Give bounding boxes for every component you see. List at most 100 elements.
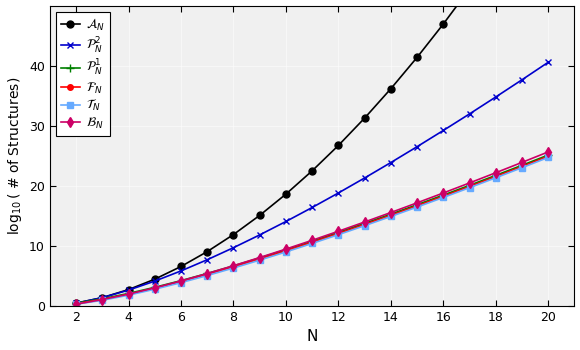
$\mathcal{A}_N$ xyxy=(72,301,79,305)
$\mathcal{P}^2_N$ xyxy=(387,160,394,164)
$\mathcal{A}_N$ xyxy=(177,264,184,268)
Line: $\mathcal{T}_N$: $\mathcal{T}_N$ xyxy=(73,155,551,307)
$\mathcal{P}^2_N$ xyxy=(440,128,447,133)
$\mathcal{T}_N$ xyxy=(466,186,473,190)
$\mathcal{F}_N$ xyxy=(204,272,211,276)
$\mathcal{T}_N$ xyxy=(99,298,106,302)
$\mathcal{T}_N$ xyxy=(256,258,263,262)
$\mathcal{P}^2_N$ xyxy=(492,95,499,99)
$\mathcal{B}_N$ xyxy=(282,247,289,251)
$\mathcal{B}_N$ xyxy=(309,238,316,243)
$\mathcal{T}_N$ xyxy=(282,250,289,254)
$\mathcal{B}_N$ xyxy=(72,302,79,306)
$\mathcal{F}_N$ xyxy=(361,223,368,227)
$\mathcal{F}_N$ xyxy=(99,298,106,302)
$\mathcal{A}_N$ xyxy=(125,287,132,292)
$\mathcal{P}^1_N$ xyxy=(99,297,106,301)
$\mathcal{B}_N$ xyxy=(545,150,552,154)
$\mathcal{F}_N$ xyxy=(309,240,316,244)
$\mathcal{A}_N$ xyxy=(99,295,106,300)
$\mathcal{B}_N$ xyxy=(387,210,394,215)
$\mathcal{B}_N$ xyxy=(177,279,184,283)
$\mathcal{P}^1_N$ xyxy=(282,247,289,252)
$\mathcal{F}_N$ xyxy=(282,249,289,253)
$\mathcal{P}^1_N$ xyxy=(335,230,342,235)
$\mathcal{B}_N$ xyxy=(204,271,211,275)
$\mathcal{B}_N$ xyxy=(99,298,106,302)
$\mathcal{P}^2_N$ xyxy=(466,112,473,116)
$\mathcal{B}_N$ xyxy=(466,181,473,185)
$\mathcal{B}_N$ xyxy=(230,264,237,268)
$\mathcal{P}^2_N$ xyxy=(72,301,79,305)
$\mathcal{F}_N$ xyxy=(387,213,394,217)
$\mathcal{P}^1_N$ xyxy=(387,212,394,216)
$\mathcal{P}^1_N$ xyxy=(177,279,184,283)
$\mathcal{T}_N$ xyxy=(151,287,158,291)
$\mathcal{P}^1_N$ xyxy=(230,264,237,268)
$\mathcal{F}_N$ xyxy=(519,164,525,169)
$\mathcal{P}^2_N$ xyxy=(151,279,158,283)
X-axis label: N: N xyxy=(306,329,318,344)
$\mathcal{T}_N$ xyxy=(545,155,552,160)
$\mathcal{T}_N$ xyxy=(72,302,79,306)
$\mathcal{T}_N$ xyxy=(230,266,237,270)
$\mathcal{B}_N$ xyxy=(125,292,132,296)
Legend: $\mathcal{A}_N$, $\mathcal{P}^2_N$, $\mathcal{P}^1_N$, $\mathcal{F}_N$, $\mathca: $\mathcal{A}_N$, $\mathcal{P}^2_N$, $\ma… xyxy=(56,12,110,136)
$\mathcal{P}^1_N$ xyxy=(309,239,316,243)
$\mathcal{P}^2_N$ xyxy=(335,191,342,195)
Line: $\mathcal{A}_N$: $\mathcal{A}_N$ xyxy=(72,0,552,307)
$\mathcal{P}^2_N$ xyxy=(256,233,263,237)
$\mathcal{P}^2_N$ xyxy=(361,176,368,180)
$\mathcal{B}_N$ xyxy=(361,220,368,224)
$\mathcal{T}_N$ xyxy=(335,233,342,237)
$\mathcal{P}^1_N$ xyxy=(361,221,368,225)
$\mathcal{F}_N$ xyxy=(545,154,552,158)
$\mathcal{A}_N$ xyxy=(230,232,237,237)
$\mathcal{A}_N$ xyxy=(151,277,158,281)
$\mathcal{F}_N$ xyxy=(177,280,184,284)
$\mathcal{A}_N$ xyxy=(440,22,447,26)
Line: $\mathcal{P}^1_N$: $\mathcal{P}^1_N$ xyxy=(72,151,552,307)
$\mathcal{T}_N$ xyxy=(387,215,394,219)
$\mathcal{F}_N$ xyxy=(440,194,447,198)
$\mathcal{P}^1_N$ xyxy=(519,163,525,167)
$\mathcal{B}_N$ xyxy=(519,160,525,164)
$\mathcal{A}_N$ xyxy=(309,169,316,173)
$\mathcal{F}_N$ xyxy=(151,286,158,290)
$\mathcal{A}_N$ xyxy=(387,87,394,91)
Y-axis label: $\log_{10}$( # of Structures): $\log_{10}$( # of Structures) xyxy=(6,77,24,235)
$\mathcal{P}^2_N$ xyxy=(282,219,289,224)
$\mathcal{A}_N$ xyxy=(256,213,263,217)
$\mathcal{P}^2_N$ xyxy=(309,205,316,210)
$\mathcal{T}_N$ xyxy=(440,195,447,199)
$\mathcal{F}_N$ xyxy=(230,265,237,269)
$\mathcal{P}^1_N$ xyxy=(545,153,552,157)
$\mathcal{B}_N$ xyxy=(256,256,263,260)
$\mathcal{P}^1_N$ xyxy=(151,285,158,289)
$\mathcal{B}_N$ xyxy=(335,229,342,233)
$\mathcal{P}^1_N$ xyxy=(492,173,499,177)
$\mathcal{P}^2_N$ xyxy=(519,78,525,82)
$\mathcal{P}^2_N$ xyxy=(99,295,106,300)
$\mathcal{P}^2_N$ xyxy=(230,246,237,250)
$\mathcal{T}_N$ xyxy=(414,205,420,209)
Line: $\mathcal{P}^2_N$: $\mathcal{P}^2_N$ xyxy=(72,59,552,307)
$\mathcal{P}^2_N$ xyxy=(204,258,211,262)
$\mathcal{P}^1_N$ xyxy=(72,301,79,305)
$\mathcal{P}^2_N$ xyxy=(545,60,552,64)
$\mathcal{F}_N$ xyxy=(72,302,79,306)
$\mathcal{P}^1_N$ xyxy=(256,256,263,260)
$\mathcal{P}^1_N$ xyxy=(414,203,420,207)
$\mathcal{B}_N$ xyxy=(151,286,158,290)
$\mathcal{F}_N$ xyxy=(125,292,132,296)
$\mathcal{P}^1_N$ xyxy=(440,193,447,197)
$\mathcal{B}_N$ xyxy=(414,201,420,205)
Line: $\mathcal{B}_N$: $\mathcal{B}_N$ xyxy=(72,148,552,308)
$\mathcal{A}_N$ xyxy=(335,144,342,148)
$\mathcal{A}_N$ xyxy=(204,250,211,254)
$\mathcal{A}_N$ xyxy=(414,55,420,60)
$\mathcal{T}_N$ xyxy=(177,281,184,285)
$\mathcal{F}_N$ xyxy=(335,231,342,236)
$\mathcal{F}_N$ xyxy=(466,184,473,189)
$\mathcal{P}^1_N$ xyxy=(204,271,211,275)
